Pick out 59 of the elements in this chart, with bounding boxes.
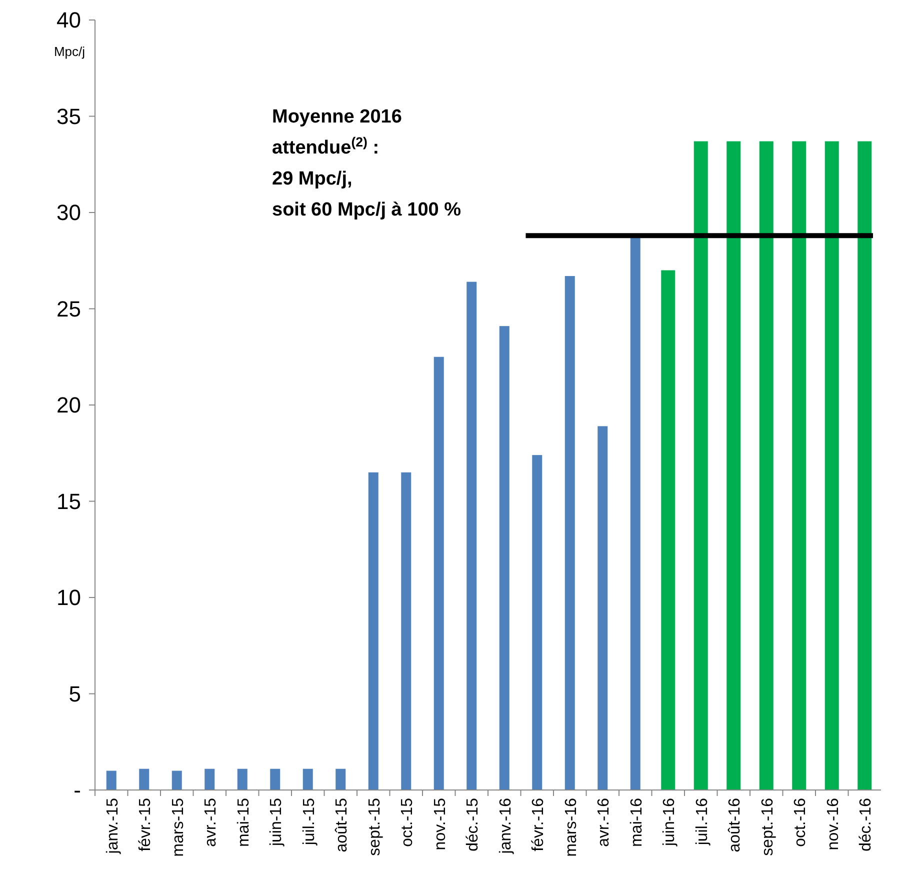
x-tick-label: mars-15 [170,798,187,857]
x-tick-label: mars-16 [562,798,580,857]
y-tick-label: 35 [56,104,81,129]
x-tick-label: juil.-16 [694,798,711,846]
bar [368,472,378,790]
bar [824,141,839,790]
x-tick-label: avr.-15 [202,798,220,847]
x-tick-label: janv.-15 [104,798,122,855]
bar [630,238,640,790]
bar [270,768,280,790]
bar [434,356,444,790]
x-tick-label: janv.-16 [497,798,514,855]
y-tick-label: 25 [56,296,81,322]
x-tick-label: sept.-16 [759,798,776,856]
x-tick-label: avr.-16 [596,798,613,847]
x-tick-label: mai-15 [235,798,252,847]
bar [466,282,477,790]
bar [401,472,412,790]
x-tick-label: août-15 [334,798,351,852]
y-tick-label: 20 [56,392,81,418]
bar [106,770,116,790]
x-tick-label: févr.-16 [530,798,548,852]
bar [139,768,150,790]
x-tick-label: juin-16 [661,798,678,848]
bar [336,768,346,790]
y-axis-title: Mpc/j [54,44,86,59]
bar [694,141,708,790]
bar [237,768,248,790]
x-tick-label: déc.-16 [858,798,875,852]
y-tick-label: - [74,778,81,803]
bar [564,276,575,790]
bar [598,426,608,790]
x-tick-label: sept.-15 [366,798,384,856]
x-tick-label: oct.-16 [792,798,810,847]
bar [172,770,182,790]
y-tick-label: 10 [56,585,81,610]
y-tick-label: 30 [56,200,81,226]
bar [759,141,774,790]
bar [204,768,215,790]
x-tick-label: nov.-15 [432,798,449,850]
x-tick-label: nov.-16 [824,798,842,850]
bar [858,141,872,790]
x-tick-label: déc.-15 [464,798,482,852]
y-tick-label: 15 [56,488,81,514]
ref-line-label: Moyenne 2016 attendue$^{(2)}$ : 29 Mpc/j, soit 60 Mpc/j à 100 % [272,106,462,221]
x-tick-label: août-16 [726,798,744,852]
bar [302,768,313,790]
x-tick-label: mai-16 [628,798,646,847]
x-tick-label: oct.-15 [399,798,416,847]
y-tick-label: 5 [68,681,81,706]
bar [726,141,741,790]
bar [499,326,510,790]
x-tick-label: févr.-15 [137,798,154,852]
x-tick-label: juin-15 [268,798,286,848]
x-tick-label: juil.-15 [300,798,318,846]
bar [532,455,542,790]
bar [792,141,806,790]
bar [661,270,676,790]
y-tick-label: 40 [56,8,81,33]
